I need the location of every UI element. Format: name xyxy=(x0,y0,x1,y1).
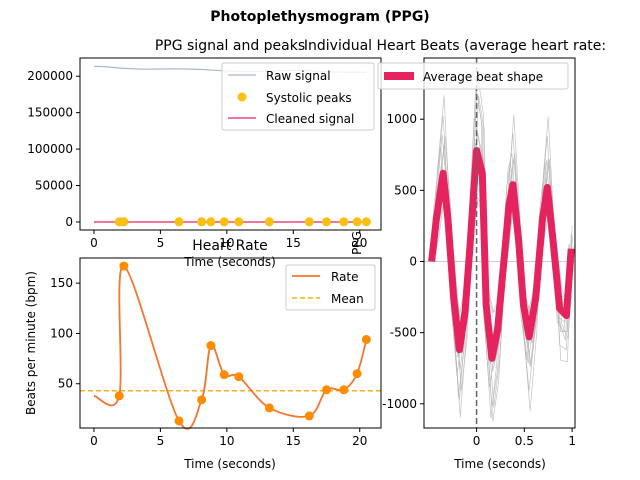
heart-rate-xtick-label: 0 xyxy=(90,434,98,448)
heart-beats-legend-box xyxy=(377,62,569,90)
legend-peaks-swatch xyxy=(237,92,247,102)
systolic-peak-point xyxy=(361,217,371,227)
ppg-signal-axes-content: 0 5 10 15 20 0 50000 100000 150000 200000 xyxy=(27,65,371,250)
ppg-signal-ytick-label: 100000 xyxy=(27,142,73,156)
ppg-signal-xtick-label: 0 xyxy=(90,236,98,250)
rate-point xyxy=(174,416,184,426)
systolic-peak-point xyxy=(174,217,184,227)
systolic-peak-point xyxy=(219,217,229,227)
heart-beats-axes-content: 0 0.5 1 -1000 -500 0 500 1000 xyxy=(382,58,576,448)
heart-beats-ytick-label: 1000 xyxy=(386,112,417,126)
legend-rate-label: Rate xyxy=(331,270,359,284)
heart-rate-ytick-label: 150 xyxy=(50,276,73,290)
heart-rate-legend: Rate Mean xyxy=(285,264,376,311)
ppg-signal-frame xyxy=(79,57,382,231)
heart-beats-xtick-label: 0 xyxy=(473,434,481,448)
legend-mean-label: Mean xyxy=(331,292,364,306)
systolic-peak-point xyxy=(197,217,207,227)
rate-point xyxy=(322,385,332,395)
ppg-signal-title: PPG signal and peaks xyxy=(155,38,305,54)
rate-point xyxy=(119,261,129,271)
heart-rate-xtick-label: 20 xyxy=(352,434,367,448)
ppg-signal-panel: PPG signal and peaks 0 5 10 15 20 0 50000 10000… xyxy=(27,38,382,269)
rate-point xyxy=(361,334,371,344)
ppg-signal-xlabel: Time (seconds) xyxy=(183,255,276,269)
ppg-signal-ytick-label: 200000 xyxy=(27,69,73,83)
heart-rate-xtick-label: 5 xyxy=(157,434,165,448)
rate-point xyxy=(219,370,229,380)
systolic-peak-point xyxy=(206,217,216,227)
heart-beats-xtick-label: 0.5 xyxy=(515,434,534,448)
heart-beats-panel: 0 0.5 1 -1000 -500 0 500 1000 Individual Heart … xyxy=(304,38,606,471)
heart-rate-title: Heart Rate xyxy=(192,238,268,254)
heart-rate-xlabel: Time (seconds) xyxy=(183,457,276,471)
systolic-peak-point xyxy=(119,217,129,227)
rate-point xyxy=(339,385,349,395)
heart-beats-plot-area xyxy=(424,58,575,428)
systolic-peak-point xyxy=(304,217,314,227)
ppg-signal-xtick-label: 15 xyxy=(286,236,301,250)
heart-beats-ytick-label: -1000 xyxy=(382,397,417,411)
heart-beats-title: Individual Heart Beats (average heart ra… xyxy=(304,38,606,54)
ppg-signal-ytick-label: 150000 xyxy=(27,106,73,120)
legend-avg-beat-label: Average beat shape xyxy=(423,70,543,84)
heart-rate-frame xyxy=(79,257,382,429)
ppg-signal-legend: Raw signal Systolic peaks Cleaned signal xyxy=(221,62,375,131)
rate-point xyxy=(304,411,314,421)
rate-point xyxy=(234,372,244,382)
legend-raw-label: Raw signal xyxy=(266,69,331,83)
heart-beats-ytick-label: 500 xyxy=(394,183,417,197)
legend-peaks-label: Systolic peaks xyxy=(266,91,352,105)
systolic-peak-point xyxy=(234,217,244,227)
ppg-signal-xtick-label: 20 xyxy=(352,236,367,250)
average-beat-line xyxy=(428,147,575,362)
rate-point xyxy=(352,369,362,379)
heart-beats-xlabel: Time (seconds) xyxy=(453,457,546,471)
heart-rate-ytick-label: 50 xyxy=(58,377,73,391)
heart-beats-ylabel: PPG xyxy=(350,231,364,255)
heart-rate-ytick-label: 100 xyxy=(50,326,73,340)
ppg-signal-xtick-label: 10 xyxy=(219,236,234,250)
systolic-peak-point xyxy=(339,217,349,227)
ppg-signal-ytick-label: 50000 xyxy=(35,179,73,193)
heart-beats-ytick-label: -500 xyxy=(390,326,417,340)
figure-suptitle: Photoplethysmogram (PPG) xyxy=(210,9,429,25)
heart-rate-xtick-label: 15 xyxy=(286,434,301,448)
beat-trace-line xyxy=(432,73,573,422)
rate-point xyxy=(197,395,207,405)
heart-beats-xtick-label: 1 xyxy=(568,434,576,448)
heart-rate-xtick-label: 10 xyxy=(219,434,234,448)
heart-beats-frame xyxy=(423,57,576,429)
heart-beats-ytick-label: 0 xyxy=(409,255,417,269)
rate-point xyxy=(206,341,216,351)
legend-cleaned-label: Cleaned signal xyxy=(266,112,354,126)
heart-rate-ylabel: Beats per minute (bpm) xyxy=(24,271,38,415)
systolic-peak-point xyxy=(264,217,274,227)
rate-point xyxy=(264,403,274,413)
ppg-signal-legend-box xyxy=(221,62,375,131)
rate-point xyxy=(114,391,124,401)
heart-beats-legend: Average beat shape xyxy=(377,62,569,90)
systolic-peak-point xyxy=(352,217,362,227)
ppg-signal-xtick-label: 5 xyxy=(157,236,165,250)
systolic-peak-point xyxy=(322,217,332,227)
heart-rate-axes-content: 0 5 10 15 20 50 100 150 xyxy=(50,261,381,448)
ppg-signal-ytick-label: 0 xyxy=(65,215,73,229)
